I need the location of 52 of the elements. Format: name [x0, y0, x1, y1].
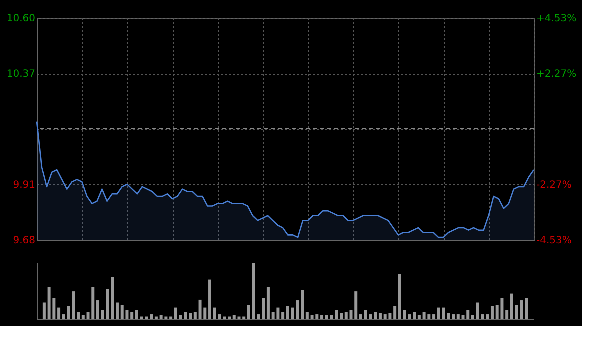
bar — [174, 308, 178, 319]
bar — [510, 294, 514, 319]
y-tick-label: 10.60 — [6, 14, 36, 24]
bar — [374, 312, 378, 319]
bar — [506, 310, 509, 319]
y-tick-label: 9.68 — [13, 236, 36, 246]
bar — [58, 308, 61, 319]
bar — [111, 277, 114, 319]
bar — [340, 313, 344, 319]
bar — [437, 308, 440, 319]
bar — [189, 313, 192, 319]
y-tick-label: 10.37 — [6, 69, 36, 80]
bar — [378, 313, 382, 319]
bar — [306, 312, 309, 319]
bar — [354, 292, 358, 319]
bar — [96, 300, 100, 319]
bar — [150, 314, 154, 319]
bar — [486, 314, 490, 319]
y2-tick-label: +4.53% — [536, 14, 577, 24]
bar — [525, 298, 528, 319]
bar — [62, 314, 66, 319]
bar — [42, 302, 46, 319]
bar — [359, 314, 362, 319]
bar — [282, 312, 285, 319]
bar — [456, 314, 460, 319]
bar — [413, 312, 416, 319]
bar — [394, 306, 397, 319]
bar — [194, 312, 197, 319]
bar — [320, 315, 324, 319]
bar — [398, 274, 402, 319]
y2-tick-label: -2.27% — [536, 180, 572, 192]
y2-tick-label: +2.27% — [536, 68, 577, 80]
bar — [325, 315, 328, 319]
bar — [471, 315, 474, 319]
bar — [452, 314, 456, 319]
y-tick-label: 9.91 — [13, 180, 36, 191]
bar — [262, 298, 266, 319]
bar — [82, 315, 85, 319]
bar — [266, 287, 270, 319]
bar — [130, 312, 134, 319]
bar — [247, 305, 250, 319]
bar — [432, 314, 436, 319]
bar — [135, 310, 138, 319]
bar — [77, 312, 80, 319]
bar — [208, 280, 212, 319]
y2-tick-label: -4.53% — [536, 236, 572, 246]
bar — [490, 306, 494, 319]
bar — [286, 306, 290, 319]
bar — [418, 315, 421, 319]
bar — [116, 302, 119, 319]
bar — [301, 290, 304, 319]
bar — [213, 308, 216, 319]
